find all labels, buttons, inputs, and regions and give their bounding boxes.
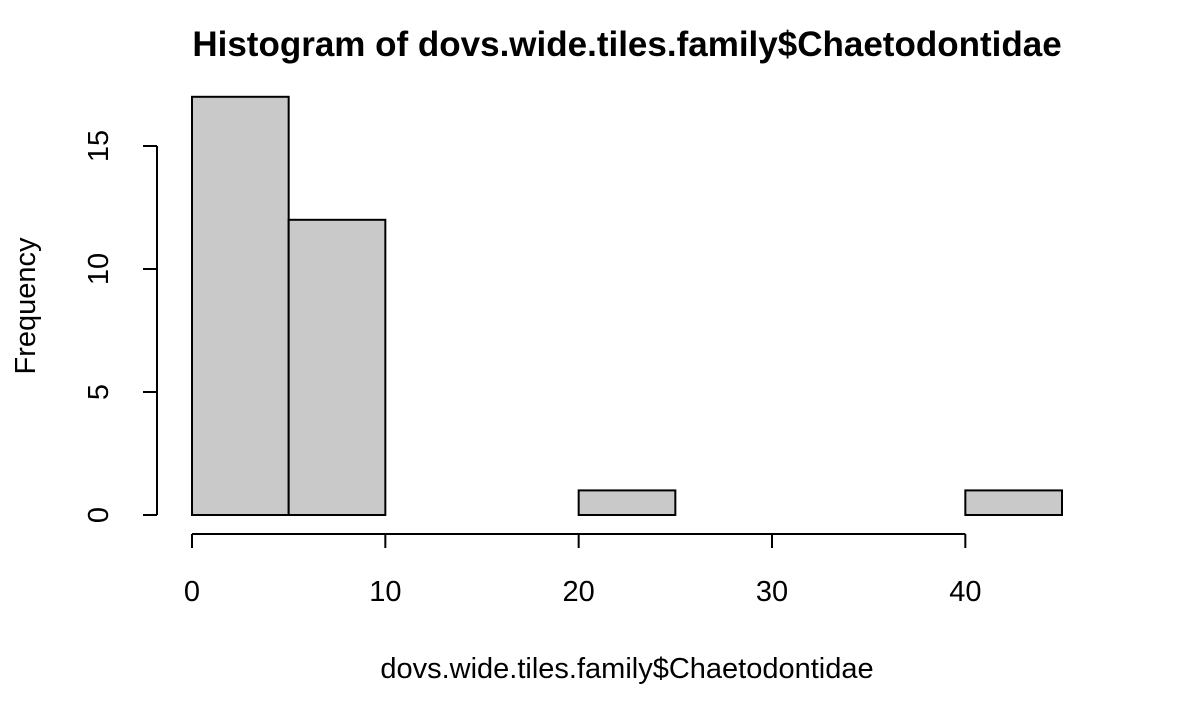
x-tick-label-0: 0 (184, 576, 200, 608)
y-axis: 0 5 10 15 (83, 130, 158, 523)
x-tick-label-30: 30 (756, 576, 788, 608)
y-tick-label-0: 0 (83, 507, 115, 523)
histogram-bar-0-5 (191, 95, 290, 517)
x-tick-label-20: 20 (563, 576, 595, 608)
x-axis-label: dovs.wide.tiles.family$Chaetodontidae (380, 653, 873, 685)
x-tick-label-40: 40 (949, 576, 981, 608)
x-axis: 0 10 20 30 40 (184, 533, 981, 608)
histogram-bar-20-25 (577, 489, 677, 516)
x-tick-label-10: 10 (369, 576, 401, 608)
histogram-bar-40-45 (964, 489, 1063, 516)
y-tick-label-5: 5 (83, 384, 115, 400)
y-tick-label-10: 10 (83, 253, 115, 285)
chart-title: Histogram of dovs.wide.tiles.family$Chae… (192, 25, 1061, 64)
bars-layer (191, 95, 1063, 517)
y-axis-label: Frequency (10, 237, 42, 375)
y-tick-label-15: 15 (83, 130, 115, 162)
histogram-bar-5-10 (287, 218, 387, 517)
